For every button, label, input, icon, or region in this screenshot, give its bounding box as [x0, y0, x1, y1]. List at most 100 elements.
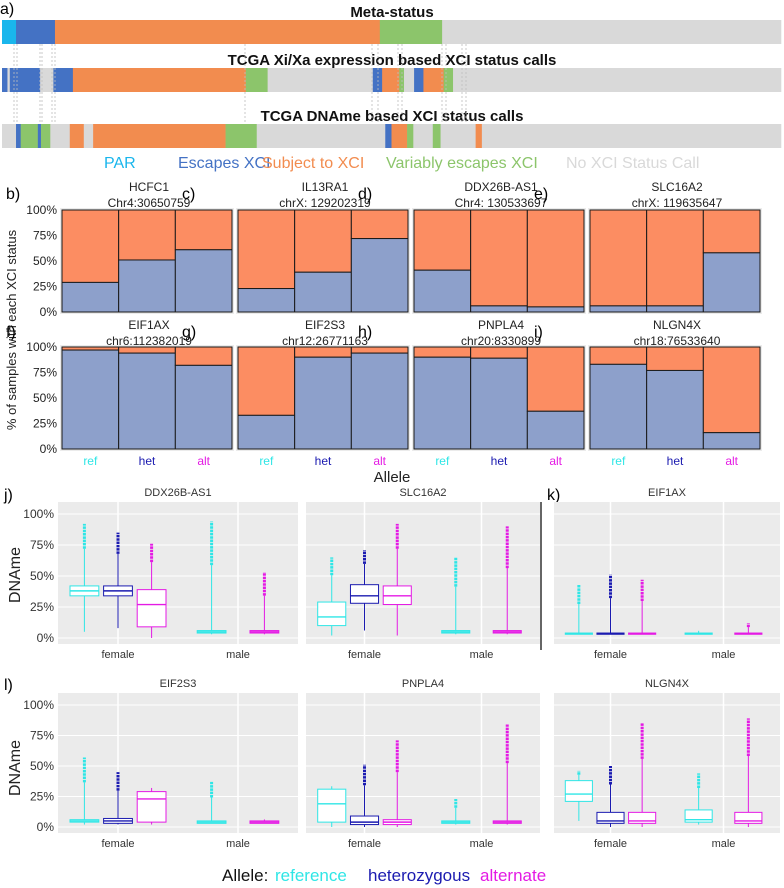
status-segment-par	[2, 20, 17, 44]
box-ref	[684, 773, 713, 825]
status-segment-variable	[225, 124, 258, 148]
status-segment-escape	[53, 68, 74, 92]
box-het	[103, 532, 133, 629]
box-body	[317, 601, 347, 627]
x-tick-label-alt: alt	[549, 454, 562, 468]
y-tick-label: 50%	[33, 254, 57, 268]
bar-segment-escape	[589, 363, 648, 450]
status-segment-nocall	[7, 68, 11, 92]
bar-segment-escape	[646, 369, 704, 450]
status-segment-subject	[391, 124, 408, 148]
status-segment-escape	[385, 124, 392, 148]
box-alt	[382, 523, 412, 636]
status-segment-nocall	[256, 124, 386, 148]
box-ref	[317, 786, 347, 827]
bar-segment-escape	[174, 249, 233, 313]
box-body	[136, 589, 167, 628]
stacked-bar-panel-EIF2S3: g) EIF2S3 chr12:26771163 ref het alt	[182, 318, 410, 468]
status-segment-variable	[40, 124, 51, 148]
x-tick-label-ref: ref	[83, 454, 98, 468]
stacked-bar-panel-PNPLA4: h) PNPLA4 chr20:8330899 ref het alt	[358, 318, 586, 468]
panel-label: g)	[182, 324, 196, 341]
box-panel-SLC16A2: SLC16A2 female male	[306, 487, 540, 661]
legend-item-subject: Subject to XCI	[262, 155, 364, 172]
status-segment-escape	[414, 68, 424, 92]
box-alt	[734, 623, 763, 635]
x-tick-label-ref: ref	[611, 454, 626, 468]
box-het	[349, 764, 380, 827]
bar-segment-escape	[237, 288, 296, 313]
x-group-label: male	[226, 649, 250, 661]
panel-gene-title: IL13RA1	[302, 180, 349, 194]
panel-gene-title: DDX26B-AS1	[464, 180, 538, 194]
status-segment-subject	[423, 68, 444, 92]
status-segment-nocall	[453, 68, 782, 92]
panel-label: e)	[534, 186, 548, 203]
x-tick-label-het: het	[315, 454, 332, 468]
panel-gene-title: HCFC1	[129, 180, 169, 194]
status-segment-nocall	[481, 124, 782, 148]
status-segment-subject	[475, 124, 483, 148]
panel-label: i)	[534, 324, 543, 341]
box-het	[596, 574, 625, 635]
bar-segment-subject	[350, 209, 409, 240]
status-segment-nocall	[403, 68, 415, 92]
bar-segment-subject	[350, 346, 409, 354]
bar-segment-escape	[526, 306, 585, 313]
x-group-label: female	[348, 649, 381, 661]
status-track-3: TCGA DNAme based XCI status calls	[2, 108, 782, 148]
y-tick-label: 25%	[30, 600, 54, 614]
x-group-label: female	[594, 838, 627, 850]
box-panel-EIF1AX: k) EIF1AX female male	[547, 487, 780, 661]
status-segment-nocall	[442, 20, 782, 44]
bar-segment-escape	[118, 259, 176, 313]
box-body	[564, 780, 593, 802]
status-segment-variable	[407, 124, 414, 148]
bar-segment-escape	[646, 305, 704, 313]
y-tick-label: 0%	[37, 631, 55, 645]
status-segment-subject	[54, 20, 381, 44]
y-tick-label: 0%	[37, 820, 55, 834]
x-tick-label-ref: ref	[259, 454, 274, 468]
status-track-1: Meta-status	[2, 4, 782, 44]
box-het	[349, 549, 380, 631]
y-tick-label: 75%	[30, 538, 54, 552]
status-segment-subject	[72, 68, 247, 92]
bar-segment-escape	[470, 305, 528, 313]
bar-segment-escape	[702, 432, 761, 450]
stacked-bar-panel-SLC16A2: e) SLC16A2 chrX: 119635647	[534, 180, 762, 314]
status-segment-subject	[69, 124, 85, 148]
x-group-label: female	[594, 649, 627, 661]
box-alt	[628, 723, 657, 827]
x-group-label: female	[101, 649, 134, 661]
box-panel-PNPLA4: PNPLA4 female male	[306, 678, 540, 850]
box-panel-title: EIF1AX	[648, 487, 687, 499]
panel-label: b)	[6, 186, 20, 203]
bar-segment-subject	[294, 346, 352, 358]
box-body	[349, 584, 380, 604]
box-body	[136, 791, 167, 823]
panel-gene-title: PNPLA4	[478, 318, 524, 332]
status-segment-nocall	[2, 124, 17, 148]
y-tick-label: 75%	[30, 729, 54, 743]
status-segment-variable	[245, 68, 268, 92]
bar-segment-subject	[526, 209, 585, 308]
bar-segment-escape	[702, 252, 761, 313]
bar-segment-subject	[413, 209, 472, 271]
status-segment-escape	[16, 124, 21, 148]
x-group-label: female	[101, 838, 134, 850]
box-panel-title: DDX26B-AS1	[144, 487, 211, 499]
box-panel-title: EIF2S3	[160, 678, 197, 690]
allele-legend: Allele: reference heterozygous alternate	[222, 866, 546, 885]
box-ref	[441, 798, 471, 825]
panel-locus-title: chr12:26771163	[282, 334, 368, 348]
status-segment-nocall	[83, 124, 94, 148]
box-panel-NLGN4X: NLGN4X female male	[554, 678, 780, 850]
y-tick-label: 75%	[33, 229, 57, 243]
panel-label: c)	[182, 186, 195, 203]
box-alt	[249, 572, 280, 635]
box-ref	[196, 781, 227, 824]
status-segment-nocall	[413, 124, 434, 148]
